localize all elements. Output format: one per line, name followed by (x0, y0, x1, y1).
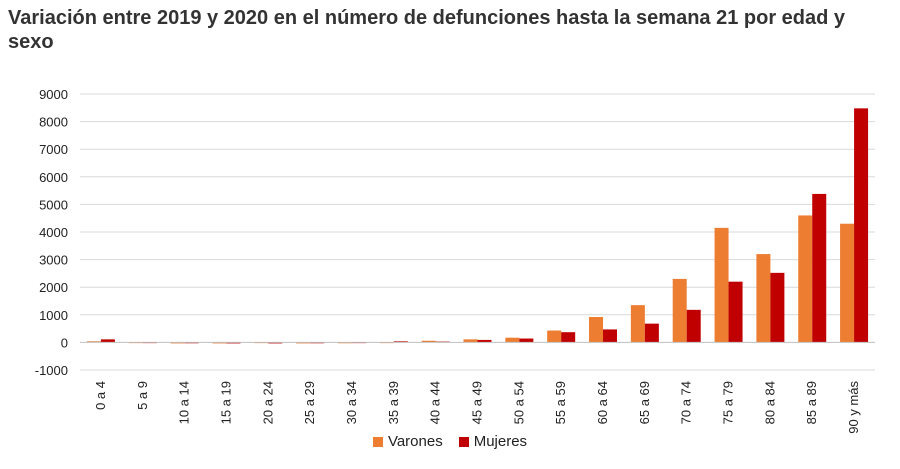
y-tick-label: -1000 (35, 363, 68, 378)
bar-varones-10 (505, 337, 520, 343)
bar-varones-15 (714, 227, 729, 343)
bar-mujeres-18 (854, 108, 869, 343)
bar-varones-18 (840, 223, 855, 343)
y-tick-label: 3000 (39, 253, 68, 268)
x-tick-label: 55 a 59 (553, 381, 568, 424)
bar-varones-16 (756, 254, 771, 343)
y-tick-label: 6000 (39, 170, 68, 185)
bar-mujeres-11 (561, 332, 576, 343)
bar-mujeres-13 (644, 323, 659, 343)
bar-mujeres-17 (812, 193, 827, 343)
x-tick-label: 35 a 39 (386, 381, 401, 424)
legend-item-varones: Varones (372, 433, 443, 450)
bar-mujeres-16 (770, 272, 785, 343)
y-tick-label: 2000 (39, 280, 68, 295)
bar-mujeres-12 (603, 329, 618, 343)
bar-mujeres-15 (728, 281, 743, 343)
chart-title: Variación entre 2019 y 2020 en el número… (8, 7, 846, 53)
x-tick-label: 90 y más (846, 381, 861, 434)
bar-varones-8 (421, 340, 436, 343)
bar-varones-13 (630, 305, 645, 343)
x-axis: 0 a 4 5 a 9 10 a 14 15 a 19 20 a 24 25 a 29 30… (80, 341, 875, 434)
y-tick-label: 8000 (39, 115, 68, 130)
bars (86, 108, 869, 344)
x-tick-label: 20 a 24 (260, 381, 275, 424)
x-tick-label: 50 a 54 (511, 381, 526, 424)
bar-mujeres-9 (477, 339, 492, 343)
legend-swatch-mujeres (458, 436, 469, 447)
y-tick-label: 7000 (39, 142, 68, 157)
y-axis: -1000 0 1000 2000 3000 4000 5000 6000 7000 8000 90… (35, 87, 68, 378)
x-tick-label: 40 a 44 (428, 381, 443, 424)
gridlines (80, 93, 875, 371)
x-tick-label: 60 a 64 (595, 381, 610, 424)
legend-item-mujeres: Mujeres (458, 433, 528, 450)
bar-varones-0 (86, 341, 101, 343)
x-tick-label: 25 a 29 (302, 381, 317, 424)
bar-mujeres-7 (393, 341, 408, 343)
bar-mujeres-0 (100, 339, 115, 343)
x-tick-label: 75 a 79 (721, 381, 736, 424)
bar-varones-12 (589, 317, 604, 343)
bar-mujeres-10 (519, 338, 534, 343)
legend-label-mujeres: Mujeres (473, 433, 528, 450)
legend: Varones Mujeres (0, 433, 900, 450)
y-tick-label: 1000 (39, 308, 68, 323)
x-tick-label: 30 a 34 (344, 381, 359, 424)
y-tick-label: 4000 (39, 225, 68, 240)
x-tick-label: 5 a 9 (135, 381, 150, 410)
bar-varones-9 (463, 339, 478, 343)
legend-label-varones: Varones (387, 433, 443, 450)
x-tick-label: 65 a 69 (637, 381, 652, 424)
x-tick-label: 15 a 19 (218, 381, 233, 424)
y-tick-label: 5000 (39, 197, 68, 212)
legend-swatch-varones (372, 436, 383, 447)
bar-mujeres-14 (686, 309, 701, 343)
bar-varones-11 (547, 330, 562, 343)
x-tick-label: 0 a 4 (93, 381, 108, 410)
x-tick-label: 45 a 49 (470, 381, 485, 424)
bar-varones-17 (798, 215, 813, 343)
x-tick-label: 80 a 84 (762, 381, 777, 424)
x-tick-label: 85 a 89 (804, 381, 819, 424)
y-tick-label: 9000 (39, 87, 68, 102)
x-tick-label: 70 a 74 (679, 381, 694, 424)
y-tick-label: 0 (61, 335, 68, 350)
x-tick-label: 10 a 14 (177, 381, 192, 424)
bar-varones-14 (672, 278, 687, 343)
